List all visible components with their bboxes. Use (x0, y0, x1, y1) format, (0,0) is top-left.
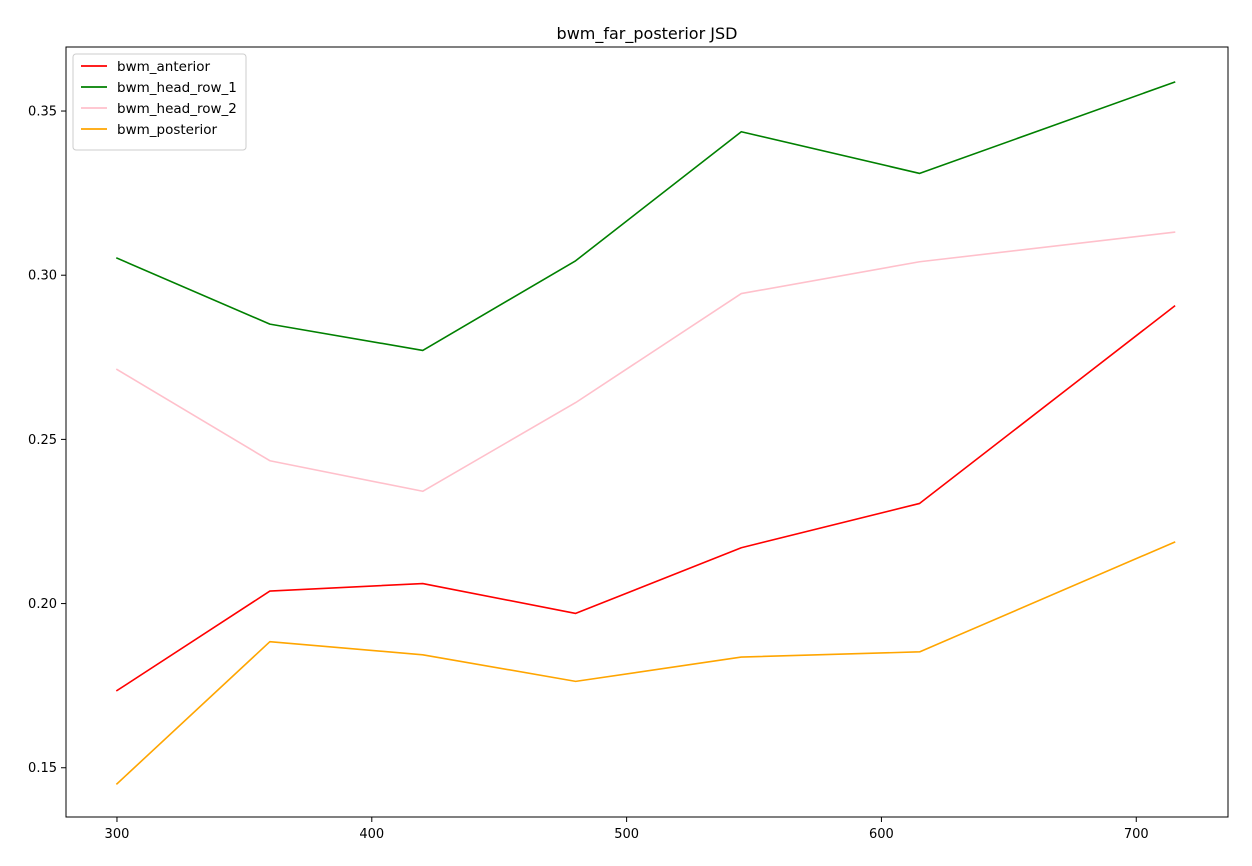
chart-title: bwm_far_posterior JSD (557, 24, 738, 44)
legend-label-bwm-anterior: bwm_anterior (117, 59, 210, 75)
y-tick-label: 0.35 (28, 105, 57, 120)
y-tick-label: 0.25 (28, 433, 57, 448)
series-line-bwm-posterior (115, 541, 1176, 785)
y-tick-label: 0.20 (28, 597, 57, 612)
x-tick-label: 300 (105, 827, 130, 842)
x-tick-label: 700 (1124, 827, 1149, 842)
axes-frame (65, 46, 1229, 818)
legend-box (72, 53, 247, 151)
series-line-bwm-head-row-2 (115, 231, 1176, 493)
series-line-bwm-anterior (115, 304, 1176, 692)
series-line-bwm-head-row-1 (115, 81, 1176, 352)
legend: bwm_anterior bwm_head_row_1 bwm_head_row_2… (72, 53, 247, 151)
legend-label-bwm-head-row-2: bwm_head_row_2 (117, 101, 237, 117)
x-tick-label: 600 (869, 827, 894, 842)
y-tick-label: 0.15 (28, 761, 57, 776)
legend-label-bwm-posterior: bwm_posterior (117, 122, 218, 138)
x-tick-label: 400 (359, 827, 384, 842)
legend-label-bwm-head-row-1: bwm_head_row_1 (117, 80, 237, 96)
y-tick-label: 0.30 (28, 269, 57, 284)
axes: 300 400 500 600 700 0.15 0.20 0.25 0.30 0.35 (28, 46, 1229, 842)
x-tick-label: 500 (614, 827, 639, 842)
plot-area (115, 81, 1176, 785)
